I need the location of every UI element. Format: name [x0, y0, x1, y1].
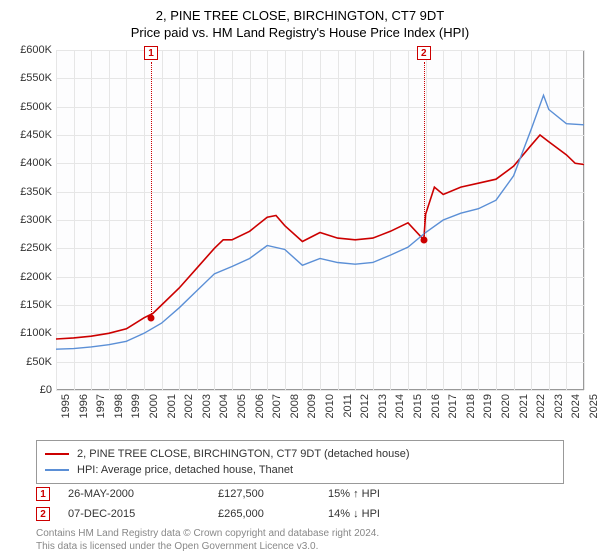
y-tick-label: £100K: [20, 327, 52, 339]
series-property: [56, 135, 584, 339]
sales-row: 1 26-MAY-2000£127,50015% ↑ HPI: [36, 484, 564, 504]
x-tick-label: 1996: [78, 394, 90, 418]
x-tick-label: 2015: [412, 394, 424, 418]
sales-row: 2 07-DEC-2015£265,00014% ↓ HPI: [36, 504, 564, 524]
sale-price: £127,500: [218, 488, 328, 500]
x-tick-label: 2025: [588, 394, 600, 418]
sale-date: 07-DEC-2015: [68, 508, 218, 520]
x-tick-label: 2022: [535, 394, 547, 418]
x-tick-label: 2007: [271, 394, 283, 418]
x-tick-label: 2000: [148, 394, 160, 418]
plot-area: 12 £0£50K£100K£150K£200K£250K£300K£350K£…: [56, 50, 584, 390]
legend-label: HPI: Average price, detached house, Than…: [77, 464, 293, 476]
legend-swatch: [45, 453, 69, 455]
sale-marker-badge: 2: [36, 507, 50, 521]
x-tick-label: 2006: [254, 394, 266, 418]
x-tick-label: 2012: [359, 394, 371, 418]
y-tick-label: £300K: [20, 214, 52, 226]
chart-container: 2, PINE TREE CLOSE, BIRCHINGTON, CT7 9DT…: [0, 0, 600, 560]
x-tick-label: 2017: [447, 394, 459, 418]
x-tick-label: 1998: [113, 394, 125, 418]
chart-subtitle: Price paid vs. HM Land Registry's House …: [0, 23, 600, 40]
legend-swatch: [45, 469, 69, 471]
series-hpi: [56, 95, 584, 349]
y-tick-label: £0: [40, 384, 52, 396]
chart-title: 2, PINE TREE CLOSE, BIRCHINGTON, CT7 9DT: [0, 0, 600, 23]
x-tick-label: 2023: [553, 394, 565, 418]
footer-line: Contains HM Land Registry data © Crown c…: [36, 528, 564, 541]
sale-marker-badge: 1: [144, 46, 158, 60]
x-tick-label: 2009: [306, 394, 318, 418]
x-tick-label: 2024: [570, 394, 582, 418]
x-tick-label: 2018: [465, 394, 477, 418]
y-tick-label: £350K: [20, 186, 52, 198]
sale-marker-badge: 2: [417, 46, 431, 60]
x-tick-label: 2005: [236, 394, 248, 418]
y-tick-label: £150K: [20, 299, 52, 311]
legend-item: 2, PINE TREE CLOSE, BIRCHINGTON, CT7 9DT…: [45, 446, 555, 462]
sale-marker-badge: 1: [36, 487, 50, 501]
sale-date: 26-MAY-2000: [68, 488, 218, 500]
sale-hpi-delta: 14% ↓ HPI: [328, 508, 448, 520]
x-tick-label: 2002: [183, 394, 195, 418]
sale-price: £265,000: [218, 508, 328, 520]
y-tick-label: £400K: [20, 157, 52, 169]
x-tick-label: 1995: [60, 394, 72, 418]
x-tick-label: 2014: [394, 394, 406, 418]
y-tick-label: £600K: [20, 44, 52, 56]
legend: 2, PINE TREE CLOSE, BIRCHINGTON, CT7 9DT…: [36, 440, 564, 484]
x-tick-label: 2016: [430, 394, 442, 418]
x-tick-label: 2011: [342, 394, 354, 418]
x-tick-label: 2010: [324, 394, 336, 418]
footer-line: This data is licensed under the Open Gov…: [36, 541, 564, 554]
x-tick-label: 2003: [201, 394, 213, 418]
y-tick-label: £50K: [26, 356, 52, 368]
x-tick-label: 2013: [377, 394, 389, 418]
x-tick-label: 2001: [166, 394, 178, 418]
sales-table: 1 26-MAY-2000£127,50015% ↑ HPI 2 07-DEC-201…: [36, 484, 564, 524]
x-tick-label: 2019: [482, 394, 494, 418]
x-tick-label: 2020: [500, 394, 512, 418]
line-series-layer: [56, 50, 584, 390]
legend-item: HPI: Average price, detached house, Than…: [45, 462, 555, 478]
legend-label: 2, PINE TREE CLOSE, BIRCHINGTON, CT7 9DT…: [77, 448, 410, 460]
sale-marker-dot: [420, 236, 427, 243]
sale-marker-dot: [148, 314, 155, 321]
y-tick-label: £200K: [20, 271, 52, 283]
y-tick-label: £550K: [20, 72, 52, 84]
x-tick-label: 1999: [130, 394, 142, 418]
y-tick-label: £250K: [20, 242, 52, 254]
x-tick-label: 1997: [95, 394, 107, 418]
x-tick-label: 2021: [518, 394, 530, 418]
y-tick-label: £500K: [20, 101, 52, 113]
y-tick-label: £450K: [20, 129, 52, 141]
sale-hpi-delta: 15% ↑ HPI: [328, 488, 448, 500]
attribution-footer: Contains HM Land Registry data © Crown c…: [36, 528, 564, 553]
x-tick-label: 2008: [289, 394, 301, 418]
x-tick-label: 2004: [218, 394, 230, 418]
